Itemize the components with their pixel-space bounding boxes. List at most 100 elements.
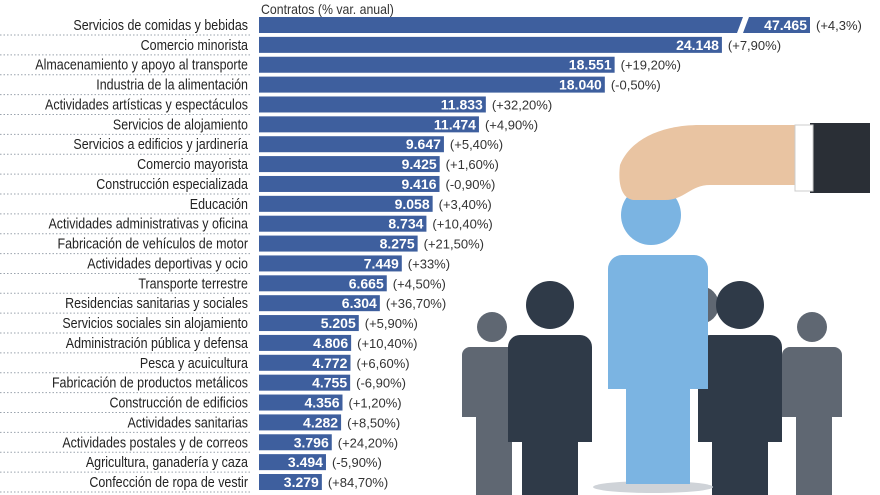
change-label: (-0,90%) xyxy=(446,177,496,192)
category-label: Actividades artísticas y espectáculos xyxy=(45,97,248,113)
change-label: (+4,90%) xyxy=(485,117,538,132)
value-label: 3.494 xyxy=(288,454,323,470)
category-label: Transporte terrestre xyxy=(138,275,248,291)
bar xyxy=(259,295,380,312)
change-label: (+7,90%) xyxy=(728,38,781,53)
bar xyxy=(259,374,351,391)
value-label: 9.425 xyxy=(402,156,437,172)
bar xyxy=(259,235,418,252)
value-label: 8.275 xyxy=(380,236,415,252)
category-label: Administración pública y defensa xyxy=(66,335,249,351)
change-label: (-0,50%) xyxy=(611,78,661,93)
bar xyxy=(259,56,615,73)
change-label: (+5,90%) xyxy=(365,316,418,331)
category-label: Fabricación de productos metálicos xyxy=(52,375,248,391)
value-label: 9.416 xyxy=(401,176,436,192)
category-label: Agricultura, ganadería y caza xyxy=(86,454,249,470)
category-label: Educación xyxy=(190,196,248,212)
category-label: Construcción de edificios xyxy=(109,395,248,411)
bar xyxy=(259,275,387,292)
bar xyxy=(259,175,440,192)
category-label: Actividades administrativas y oficina xyxy=(49,216,249,232)
bar xyxy=(259,96,486,113)
value-label: 7.449 xyxy=(364,255,399,271)
category-label: Servicios sociales sin alojamiento xyxy=(62,315,248,331)
value-label: 4.356 xyxy=(304,395,339,411)
value-label: 11.833 xyxy=(441,96,483,112)
change-label: (+3,40%) xyxy=(439,197,492,212)
person-icon xyxy=(508,281,782,495)
change-label: (+10,40%) xyxy=(432,217,492,232)
value-label: 4.772 xyxy=(312,355,347,371)
category-label: Comercio mayorista xyxy=(137,156,248,172)
value-label: 9.058 xyxy=(395,196,430,212)
bar xyxy=(259,315,359,332)
value-label: 3.796 xyxy=(294,434,329,450)
bar xyxy=(259,394,343,411)
change-label: (+19,20%) xyxy=(621,58,681,73)
hand-icon xyxy=(619,123,870,200)
category-label: Servicios de alojamiento xyxy=(113,116,248,132)
change-label: (+5,40%) xyxy=(450,137,503,152)
bar xyxy=(259,136,444,153)
change-label: (+21,50%) xyxy=(424,237,484,252)
category-label: Industria de la alimentación xyxy=(96,77,248,93)
change-label: (+24,20%) xyxy=(338,435,398,450)
bar xyxy=(259,454,326,471)
change-label: (+32,20%) xyxy=(492,97,552,112)
bar xyxy=(259,334,352,351)
category-label: Residencias sanitarias y sociales xyxy=(65,295,248,311)
value-label: 4.755 xyxy=(312,375,347,391)
bar xyxy=(259,156,440,173)
category-label: Comercio minorista xyxy=(141,37,249,53)
bar xyxy=(259,474,322,491)
bar xyxy=(259,116,479,133)
category-label: Actividades deportivas y ocio xyxy=(87,256,248,272)
category-label: Almacenamiento y apoyo al transporte xyxy=(35,57,248,73)
category-label: Confección de ropa de vestir xyxy=(89,474,248,490)
value-label: 8.734 xyxy=(388,216,423,232)
change-label: (+4,50%) xyxy=(393,276,446,291)
change-label: (-6,90%) xyxy=(356,376,406,391)
bar xyxy=(259,36,722,53)
bar xyxy=(259,434,332,451)
category-label: Servicios de comidas y bebidas xyxy=(73,17,248,33)
change-label: (+84,70%) xyxy=(328,475,388,490)
value-label: 4.282 xyxy=(303,414,338,430)
category-label: Pesca y acuicultura xyxy=(140,355,249,371)
bar xyxy=(259,17,810,33)
people-hiring-illustration xyxy=(462,123,870,495)
category-label: Fabricación de vehículos de motor xyxy=(57,236,248,252)
change-label: (-5,90%) xyxy=(332,455,382,470)
value-label: 24.148 xyxy=(676,37,719,53)
bar xyxy=(259,354,351,371)
change-label: (+10,40%) xyxy=(357,336,417,351)
bar xyxy=(259,76,605,93)
change-label: (+36,70%) xyxy=(386,296,446,311)
value-label: 4.806 xyxy=(313,335,348,351)
category-label: Actividades sanitarias xyxy=(127,415,248,431)
value-label: 6.665 xyxy=(349,275,384,291)
change-label: (+6,60%) xyxy=(356,356,409,371)
change-label: (+8,50%) xyxy=(347,415,400,430)
change-label: (+33%) xyxy=(408,256,450,271)
bar xyxy=(259,215,427,232)
change-label: (+1,20%) xyxy=(349,396,402,411)
bar xyxy=(259,255,402,272)
bar xyxy=(259,195,433,212)
category-label: Actividades postales y de correos xyxy=(62,434,248,450)
value-label: 11.474 xyxy=(434,116,476,132)
axis-break-mark xyxy=(737,17,749,33)
value-label: 47.465 xyxy=(764,17,807,33)
value-label: 18.040 xyxy=(559,77,602,93)
value-label: 3.279 xyxy=(284,474,319,490)
chart-title: Contratos (% var. anual) xyxy=(261,1,394,17)
value-label: 5.205 xyxy=(321,315,356,331)
category-label: Servicios a edificios y jardinería xyxy=(73,136,248,152)
category-label: Construcción especializada xyxy=(96,176,248,192)
value-label: 9.647 xyxy=(406,136,441,152)
selected-person-icon xyxy=(608,185,708,484)
bar xyxy=(259,414,342,431)
value-label: 18.551 xyxy=(569,57,612,73)
